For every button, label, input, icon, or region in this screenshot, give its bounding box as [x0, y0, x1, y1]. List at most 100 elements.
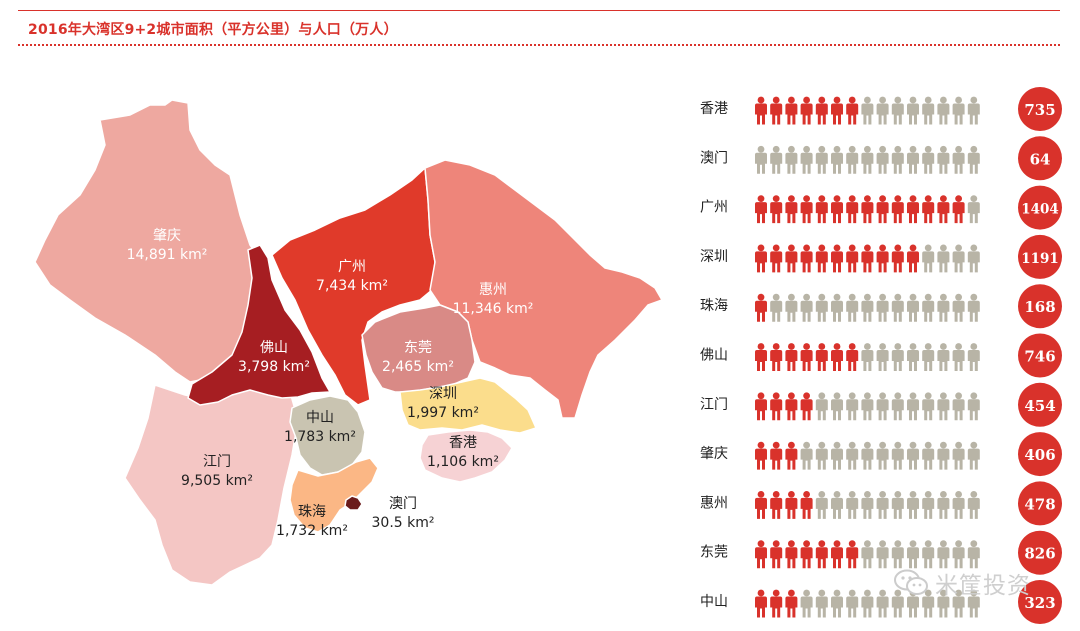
person-icon-empty [967, 343, 980, 371]
person-icon-filled [831, 540, 843, 569]
person-icon-empty [922, 441, 935, 470]
person-icon-empty [891, 491, 904, 519]
person-icon-empty [967, 244, 980, 273]
label-guangzhou-area: 7,434 km² [316, 278, 388, 294]
person-icon-filled [755, 343, 767, 371]
person-icon-filled [785, 195, 798, 224]
person-icon-filled [891, 244, 904, 273]
person-icon-empty [800, 441, 813, 470]
region-foshan [187, 244, 331, 406]
person-icon-filled [755, 392, 767, 421]
person-icon-filled [755, 195, 767, 224]
pictogram-category-label: 深圳 [700, 249, 728, 265]
person-icon-empty [952, 392, 965, 421]
person-icon-filled [770, 491, 783, 519]
pictogram-category-label: 肇庆 [700, 446, 728, 462]
person-icon-filled [755, 441, 767, 470]
population-value-label: 1191 [1021, 251, 1059, 267]
label-shenzhen-area: 1,997 km² [407, 405, 479, 421]
person-icon-empty [785, 145, 798, 174]
population-value-label: 478 [1024, 495, 1055, 513]
person-icon-filled [815, 96, 828, 125]
person-icon-empty [876, 145, 889, 174]
person-icon-empty [952, 491, 965, 519]
region-dongguan [361, 304, 476, 393]
person-icon-empty [922, 293, 935, 322]
person-icon-empty [876, 293, 889, 322]
person-icon-empty [800, 293, 813, 322]
person-icon-empty [891, 343, 904, 371]
person-icon-filled [785, 589, 798, 618]
person-icon-filled [846, 540, 859, 569]
label-zhongshan-name: 中山 [306, 410, 334, 426]
wechat-icon [894, 569, 928, 595]
person-icon-filled [846, 244, 859, 273]
person-icon-empty [922, 540, 935, 569]
person-icon-empty [846, 145, 859, 174]
person-icon-empty [861, 293, 874, 322]
title-dotted-rule [18, 44, 1060, 46]
person-icon-filled [846, 96, 859, 125]
region-hongkong [419, 429, 513, 483]
population-value-badge [1018, 432, 1062, 477]
person-icon-empty [967, 195, 980, 224]
person-icon-empty [937, 441, 950, 470]
population-value-label: 735 [1024, 101, 1055, 119]
person-icon-empty [891, 392, 904, 421]
person-icon-empty [800, 589, 813, 618]
label-zhaoqing-area: 14,891 km² [127, 247, 208, 263]
population-value-badge [1018, 580, 1062, 624]
region-guangzhou [271, 167, 436, 406]
person-icon-empty [967, 491, 980, 519]
person-icon-filled [846, 195, 859, 224]
person-icon-empty [815, 293, 828, 322]
person-icon-empty [937, 491, 950, 519]
person-icon-filled [770, 441, 783, 470]
person-icon-filled [846, 343, 859, 371]
person-icon-empty [861, 145, 874, 174]
label-hongkong-name: 香港 [449, 435, 477, 451]
person-icon-empty [846, 392, 859, 421]
person-icon-empty [831, 441, 843, 470]
person-icon-filled [770, 589, 783, 618]
person-icon-filled [831, 96, 843, 125]
person-icon-filled [755, 244, 767, 273]
person-icon-empty [876, 96, 889, 125]
person-icon-empty [891, 589, 904, 618]
person-icon-empty [907, 343, 919, 371]
population-value-badge [1018, 530, 1062, 575]
pictogram-category-label: 珠海 [700, 298, 728, 314]
label-zhongshan-area: 1,783 km² [284, 429, 356, 445]
label-zhuhai-area: 1,732 km² [276, 523, 348, 539]
person-icon-filled [861, 244, 874, 273]
person-icon-filled [922, 195, 935, 224]
person-icon-empty [785, 293, 798, 322]
label-huizhou-name: 惠州 [479, 282, 507, 298]
person-icon-filled [770, 540, 783, 569]
person-icon-empty [937, 589, 950, 618]
person-icon-empty [952, 96, 965, 125]
pictogram-category-label: 澳门 [700, 150, 728, 166]
person-icon-filled [755, 589, 767, 618]
person-icon-empty [831, 392, 843, 421]
person-icon-empty [861, 589, 874, 618]
person-icon-empty [815, 491, 828, 519]
label-huizhou-area: 11,346 km² [453, 301, 534, 317]
person-icon-empty [967, 441, 980, 470]
person-icon-filled [785, 343, 798, 371]
pictogram-category-label: 惠州 [700, 495, 728, 511]
person-icon-filled [815, 343, 828, 371]
person-icon-filled [815, 195, 828, 224]
population-value-label: 323 [1024, 594, 1055, 612]
label-shenzhen-name: 深圳 [429, 386, 457, 402]
label-zhaoqing-name: 肇庆 [153, 228, 181, 244]
person-icon-filled [770, 195, 783, 224]
person-icon-empty [952, 441, 965, 470]
person-icon-filled [800, 244, 813, 273]
person-icon-filled [876, 244, 889, 273]
person-icon-filled [755, 540, 767, 569]
person-icon-filled [937, 195, 950, 224]
person-icon-empty [907, 540, 919, 569]
person-icon-empty [907, 145, 919, 174]
